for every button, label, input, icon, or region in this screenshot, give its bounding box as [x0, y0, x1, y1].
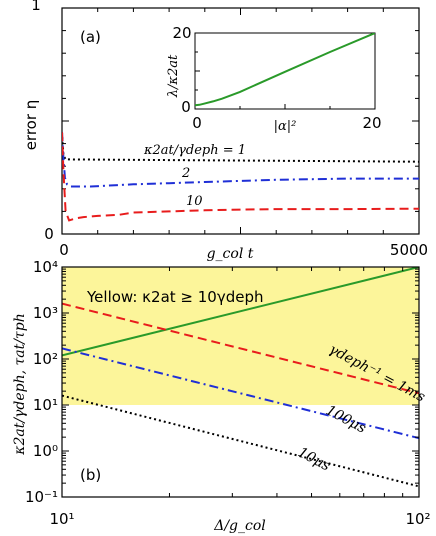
- panel-b-xtick-right: 10²: [405, 510, 430, 528]
- inset-series-line-0: [195, 33, 375, 107]
- inset-ylabel: λ/κ2at: [166, 54, 181, 98]
- panel-a-ytick-top: 1: [31, 0, 41, 14]
- panel-a-series: [62, 132, 419, 222]
- panel-a-xtick-left: 0: [59, 241, 69, 259]
- panel-b-ytick-label: 10²: [33, 350, 58, 368]
- panel-b-ylabel: κ2at/γdeph, τat/τph: [12, 313, 28, 455]
- inset-xtick-right: 20: [362, 114, 381, 132]
- panel-b-xtick-left: 10¹: [49, 510, 74, 528]
- inset: 20 0 0 20 |α|² λ/κ2at: [166, 24, 382, 134]
- panel-b-ytick-labels: 10⁻¹ 10⁰ 10¹ 10² 10³ 10⁴: [25, 258, 58, 506]
- panel-a-ticks: [61, 7, 420, 235]
- series-line-b-2: [62, 347, 419, 440]
- annotation-100us: 100μs: [323, 402, 368, 436]
- series-line-a-0: [62, 132, 419, 163]
- series-line-b-3: [62, 394, 419, 488]
- shaded-region-label: Yellow: κ2at ≥ 10γdeph: [86, 288, 263, 306]
- annotation-ratio-10: 10: [186, 194, 203, 209]
- panel-a-label: (a): [80, 28, 101, 46]
- panel-b-label: (b): [80, 466, 101, 484]
- annotation-ratio-1: κ2at/γdeph = 1: [143, 143, 246, 158]
- panel-b-ytick-label: 10¹: [33, 396, 58, 414]
- panel-a-ytick-bottom: 0: [44, 225, 54, 243]
- series-line-b-1: [62, 302, 419, 395]
- inset-series: [195, 33, 375, 107]
- panel-a-xtick-right: 5000: [390, 241, 428, 259]
- series-line-a-2: [62, 132, 419, 222]
- panel-b-ticks: [62, 266, 419, 498]
- annotation-10us: 10μs: [295, 444, 333, 474]
- inset-ytick-bottom: 0: [181, 98, 191, 116]
- panel-b-xlabel: Δ/g_col: [213, 518, 266, 534]
- inset-ytick-top: 20: [172, 24, 191, 42]
- panel-b-ytick-label: 10³: [33, 304, 58, 322]
- annotation-ratio-2: 2: [181, 166, 190, 181]
- panel-a-ylabel: error η: [22, 100, 40, 151]
- inset-xtick-left: 0: [192, 114, 202, 132]
- series-line-a-1: [62, 132, 419, 188]
- panel-a-xlabel: g_col t: [207, 246, 254, 262]
- panel-b-ytick-label: 10⁴: [33, 258, 58, 276]
- series-line-b-0: [62, 267, 419, 357]
- panel-b-series: [62, 267, 419, 488]
- inset-xlabel: |α|²: [274, 119, 297, 134]
- panel-b: 10⁻¹ 10⁰ 10¹ 10² 10³ 10⁴ 10¹ 10² Δ/g_col κ2at…: [12, 258, 431, 534]
- panel-b-ytick-label: 10⁰: [33, 442, 58, 460]
- panel-b-ytick-label: 10⁻¹: [25, 488, 58, 506]
- shaded-region: [62, 267, 419, 405]
- panel-a: (a) 1 0 0 5000 error η g_col t κ2at/γdep…: [22, 0, 428, 262]
